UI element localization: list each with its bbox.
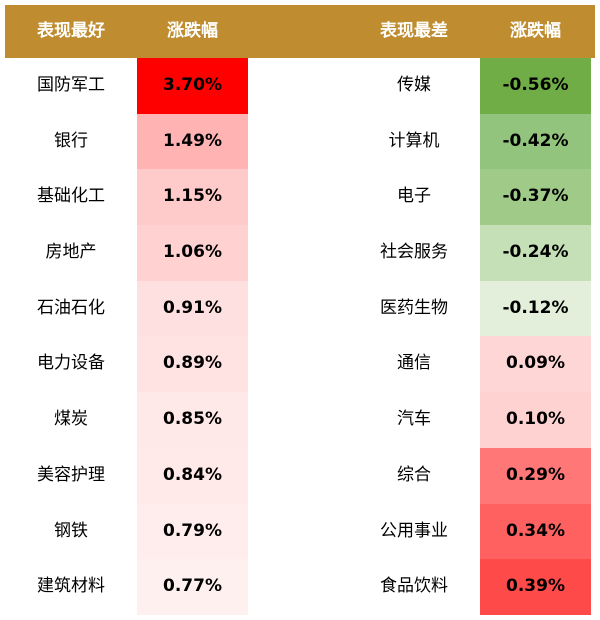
best-industry-name: 电力设备 xyxy=(37,353,105,374)
table-row: 房地产 1.06% 社会服务 -0.24% xyxy=(5,225,595,281)
worst-industry-change: 0.34% xyxy=(480,503,591,560)
best-industry-change: 1.06% xyxy=(137,225,248,281)
worst-industry-change: -0.24% xyxy=(480,225,591,281)
best-industry-change: 0.79% xyxy=(137,503,248,560)
best-industry-name: 钢铁 xyxy=(54,520,88,541)
best-industry-name: 国防军工 xyxy=(37,75,105,95)
best-industry-change: 0.91% xyxy=(137,280,248,337)
worst-industry-change: -0.42% xyxy=(480,113,591,170)
header-best-name: 表现最好 xyxy=(37,21,105,41)
table-row: 钢铁 0.79% 公用事业 0.34% xyxy=(5,503,595,560)
worst-industry-name: 食品饮料 xyxy=(380,576,448,597)
best-industry-name: 美容护理 xyxy=(37,464,105,485)
header-worst-name: 表现最差 xyxy=(380,21,448,41)
best-industry-change: 1.15% xyxy=(137,169,248,226)
worst-industry-change: 0.10% xyxy=(480,392,591,448)
table-header: 表现最好 涨跌幅 表现最差 涨跌幅 xyxy=(5,5,595,58)
worst-industry-name: 电子 xyxy=(397,186,431,207)
best-industry-name: 石油石化 xyxy=(37,297,105,318)
worst-industry-name: 通信 xyxy=(397,353,431,374)
worst-industry-change: -0.12% xyxy=(480,280,591,337)
worst-industry-change: -0.37% xyxy=(480,169,591,226)
best-industry-change: 0.84% xyxy=(137,447,248,504)
best-industry-change: 3.70% xyxy=(137,58,248,114)
best-industry-change: 0.77% xyxy=(137,559,248,615)
best-industry-name: 建筑材料 xyxy=(37,576,105,597)
worst-industry-name: 医药生物 xyxy=(380,297,448,318)
worst-industry-change: 0.09% xyxy=(480,336,591,393)
best-industry-name: 煤炭 xyxy=(54,409,88,430)
table-row: 国防军工 3.70% 传媒 -0.56% xyxy=(5,58,595,114)
worst-industry-change: 0.39% xyxy=(480,559,591,615)
worst-industry-name: 综合 xyxy=(397,464,431,485)
table-row: 煤炭 0.85% 汽车 0.10% xyxy=(5,392,595,448)
industry-performance-table: 表现最好 涨跌幅 表现最差 涨跌幅 国防军工 3.70% 传媒 -0.56% 银行 1.4… xyxy=(5,5,595,615)
worst-industry-name: 社会服务 xyxy=(380,242,448,263)
worst-industry-name: 汽车 xyxy=(397,409,431,430)
header-worst-change: 涨跌幅 xyxy=(510,21,561,41)
worst-industry-change: -0.56% xyxy=(480,58,591,114)
table-row: 电力设备 0.89% 通信 0.09% xyxy=(5,336,595,393)
table-body: 国防军工 3.70% 传媒 -0.56% 银行 1.49% 计算机 -0.42% 基础化工 1.1… xyxy=(5,58,595,615)
worst-industry-name: 公用事业 xyxy=(380,520,448,541)
table-row: 石油石化 0.91% 医药生物 -0.12% xyxy=(5,280,595,337)
worst-industry-name: 传媒 xyxy=(397,75,431,95)
best-industry-name: 银行 xyxy=(54,130,88,151)
table-row: 建筑材料 0.77% 食品饮料 0.39% xyxy=(5,559,595,615)
worst-industry-name: 计算机 xyxy=(388,130,440,151)
table-row: 银行 1.49% 计算机 -0.42% xyxy=(5,113,595,170)
table-row: 美容护理 0.84% 综合 0.29% xyxy=(5,447,595,504)
best-industry-change: 0.85% xyxy=(137,392,248,448)
header-best-change: 涨跌幅 xyxy=(167,21,218,41)
table-row: 基础化工 1.15% 电子 -0.37% xyxy=(5,169,595,226)
best-industry-name: 房地产 xyxy=(45,242,97,263)
best-industry-change: 0.89% xyxy=(137,336,248,393)
worst-industry-change: 0.29% xyxy=(480,447,591,504)
best-industry-name: 基础化工 xyxy=(37,186,105,207)
best-industry-change: 1.49% xyxy=(137,113,248,170)
